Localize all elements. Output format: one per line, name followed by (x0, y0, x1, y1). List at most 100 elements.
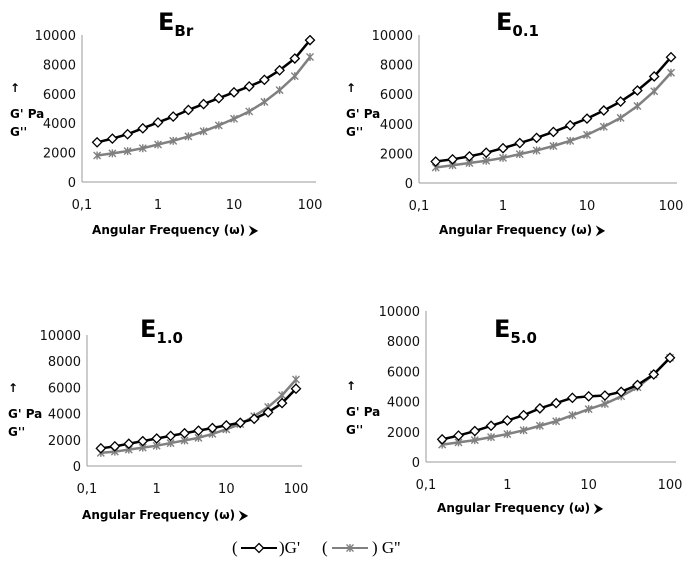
y-tick-label: 8000 (43, 58, 76, 73)
data-point (137, 435, 149, 447)
chart-title-subscript: 0.1 (512, 22, 539, 40)
data-point (633, 102, 642, 111)
data-point (151, 433, 163, 444)
y-axis-label-2: G'' (346, 423, 363, 437)
data-point (220, 419, 232, 431)
x-tick-label: 100 (658, 478, 683, 493)
legend-paren: ( (322, 538, 328, 557)
data-point (123, 147, 132, 156)
x-axis-label: Angular Frequency (ω) ⮞ (92, 223, 258, 237)
data-point (289, 53, 301, 64)
chart-title: E0.1 (496, 8, 539, 40)
x-tick-label: 10 (226, 198, 243, 213)
data-point (436, 433, 448, 445)
y-tick-label: 6000 (387, 365, 420, 380)
x-tick-label: 10 (579, 199, 596, 214)
data-point (648, 369, 660, 380)
y-tick-label: 0 (68, 176, 76, 191)
data-point (503, 430, 512, 439)
data-point (534, 402, 546, 414)
data-point (469, 425, 481, 437)
data-point (515, 150, 524, 159)
data-point (581, 113, 593, 125)
data-point (167, 111, 179, 123)
data-point (615, 386, 627, 398)
data-point (631, 85, 643, 96)
data-point (274, 64, 286, 76)
y-tick-label: 0 (73, 460, 81, 475)
data-point (108, 149, 117, 158)
legend-label-g-prime: )G' (279, 538, 300, 557)
chart-title-subscript: Br (174, 22, 193, 40)
data-point (275, 86, 284, 95)
y-tick-label: 2000 (48, 434, 81, 449)
y-tick-label: 4000 (48, 408, 81, 423)
data-point (91, 136, 103, 148)
data-point (485, 420, 497, 432)
data-point (463, 150, 475, 162)
y-tick-label: 8000 (387, 335, 420, 350)
y-axis-label: G' Pa (346, 107, 380, 121)
chart-title: E1.0 (140, 315, 183, 347)
data-point (470, 436, 479, 445)
legend-star-icon (346, 544, 354, 552)
data-point (292, 375, 300, 384)
data-point (276, 397, 288, 409)
y-axis-label: G' Pa (8, 407, 42, 421)
y-tick-label: 10000 (379, 305, 420, 320)
data-point (667, 68, 675, 77)
y-tick-label: 0 (405, 177, 413, 192)
x-tick-label: 0,1 (409, 199, 430, 214)
data-point (137, 122, 149, 134)
y-axis-label: G' Pa (10, 107, 44, 121)
chart-title: E5.0 (494, 315, 537, 347)
x-tick-label: 1 (154, 198, 162, 213)
data-point (566, 136, 575, 145)
data-point (213, 92, 225, 104)
series-g-prime (95, 383, 302, 454)
data-point (482, 156, 491, 165)
data-point (123, 438, 135, 450)
y-tick-label: 2000 (380, 147, 413, 162)
data-point (664, 352, 676, 364)
x-tick-label: 1 (153, 482, 161, 497)
x-tick-label: 100 (659, 199, 684, 214)
y-tick-label: 6000 (43, 88, 76, 103)
data-point (248, 413, 260, 425)
data-point (230, 114, 238, 123)
chart-title-subscript: 1.0 (156, 329, 183, 347)
data-point (122, 128, 134, 140)
x-tick-label: 1 (499, 199, 507, 214)
x-tick-label: 0,1 (72, 198, 93, 213)
y-axis-label-2: G'' (346, 125, 363, 139)
legend-paren: ( (232, 538, 238, 557)
chart-3: 0 2000 4000 6000 8000 10000 0,1 1 10 100 E1.0 ↑ G' P… (8, 315, 308, 522)
data-point (615, 96, 627, 108)
data-point (453, 430, 464, 441)
chart-1: 0 2000 4000 6000 8000 10000 0,1 1 10 100 EBr ↑ G' Pa… (10, 8, 322, 237)
data-point (564, 119, 576, 131)
data-point (154, 140, 162, 149)
y-tick-label: 6000 (380, 88, 413, 103)
chart-title: EBr (158, 8, 194, 40)
x-axis-label: Angular Frequency (ω) ⮞ (439, 223, 605, 237)
data-point (179, 427, 190, 439)
y-arrow-icon: ↑ (10, 81, 20, 95)
data-point (650, 87, 659, 96)
legend-diamond-icon (253, 542, 265, 554)
data-point (243, 81, 255, 92)
x-axis-label: Angular Frequency (ω) ⮞ (82, 508, 248, 522)
data-point (93, 151, 102, 160)
data-point (430, 156, 442, 167)
data-point (501, 415, 513, 426)
data-point (182, 104, 194, 116)
data-point (290, 72, 299, 81)
x-tick-label: 1 (503, 478, 511, 493)
data-point (665, 51, 677, 63)
y-arrow-icon: ↑ (8, 381, 18, 395)
data-point (199, 127, 208, 136)
data-point (95, 442, 107, 454)
data-point (290, 383, 302, 395)
data-point (519, 426, 528, 435)
